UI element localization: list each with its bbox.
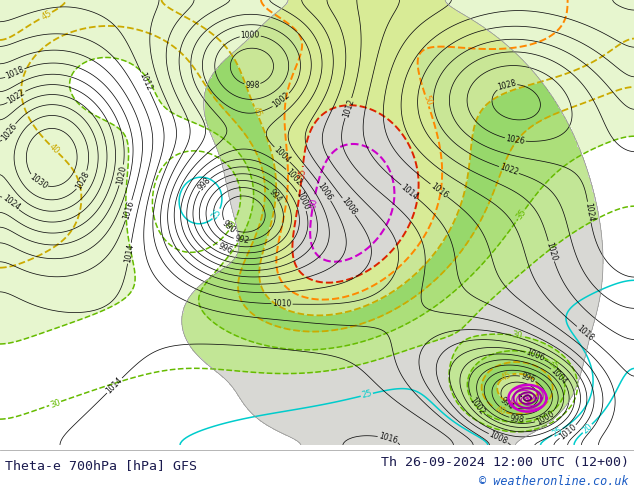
Text: 1028: 1028 [74,170,91,191]
Text: 25: 25 [551,425,564,439]
Text: 998: 998 [245,80,260,90]
Text: © weatheronline.co.uk: © weatheronline.co.uk [479,475,629,489]
Text: 1004: 1004 [549,366,569,386]
Text: 40: 40 [494,404,507,416]
Text: 1002: 1002 [284,167,304,187]
Text: 1002: 1002 [467,395,486,416]
Text: 45: 45 [500,370,514,382]
Text: 1004: 1004 [272,145,292,165]
Text: 994: 994 [498,396,515,412]
Text: 1030: 1030 [28,172,49,191]
Text: 45: 45 [250,106,262,119]
Text: 25: 25 [361,389,373,400]
Text: 1006: 1006 [524,348,546,363]
Text: 998: 998 [510,414,525,424]
Text: 1012: 1012 [341,98,356,119]
Text: 996: 996 [520,371,536,385]
Text: 1022: 1022 [498,163,519,177]
Text: 1000: 1000 [534,409,555,427]
Text: 996: 996 [216,242,233,255]
Text: 1016: 1016 [429,181,450,200]
Text: 998: 998 [197,176,213,193]
Text: 1016: 1016 [377,432,399,446]
Text: 1014: 1014 [105,375,124,395]
Text: 1020: 1020 [115,165,128,185]
Text: 30: 30 [512,330,523,341]
Text: 1014: 1014 [399,182,420,201]
Text: 55: 55 [297,168,307,179]
Text: 30: 30 [226,219,239,232]
Text: 50: 50 [421,94,433,107]
Text: 992: 992 [234,234,250,245]
Text: 990: 990 [221,219,238,235]
Text: 45: 45 [40,9,53,22]
Text: 1010: 1010 [272,299,292,309]
Text: 1000: 1000 [294,191,311,212]
Text: 1026: 1026 [505,134,526,146]
Text: 994: 994 [266,187,283,204]
Text: 1026: 1026 [0,122,18,143]
Text: 25: 25 [210,207,224,221]
Text: 35: 35 [547,357,560,371]
Text: 1018: 1018 [575,323,595,343]
Text: 1006: 1006 [316,181,334,202]
Text: 35: 35 [515,207,528,221]
Text: 1028: 1028 [496,78,517,92]
Text: 1002: 1002 [271,91,292,110]
Text: 60: 60 [308,197,319,209]
Text: 1024: 1024 [1,194,22,212]
Text: 1012: 1012 [138,72,153,93]
Text: 1008: 1008 [488,430,509,446]
Text: Theta-e 700hPa [hPa] GFS: Theta-e 700hPa [hPa] GFS [5,459,197,472]
Text: 1016: 1016 [122,200,136,221]
Text: 1010: 1010 [558,422,578,441]
Text: 1022: 1022 [6,88,27,106]
Text: 30: 30 [49,397,61,410]
Text: 1000: 1000 [240,30,260,40]
Text: 1020: 1020 [544,241,559,262]
Text: 20: 20 [581,421,594,435]
Text: 40: 40 [47,142,61,156]
Text: 1008: 1008 [339,196,358,217]
Text: Th 26-09-2024 12:00 UTC (12+00): Th 26-09-2024 12:00 UTC (12+00) [381,456,629,468]
Text: 1014: 1014 [124,243,136,264]
Text: 1024: 1024 [583,202,595,222]
Text: 1018: 1018 [4,65,25,81]
